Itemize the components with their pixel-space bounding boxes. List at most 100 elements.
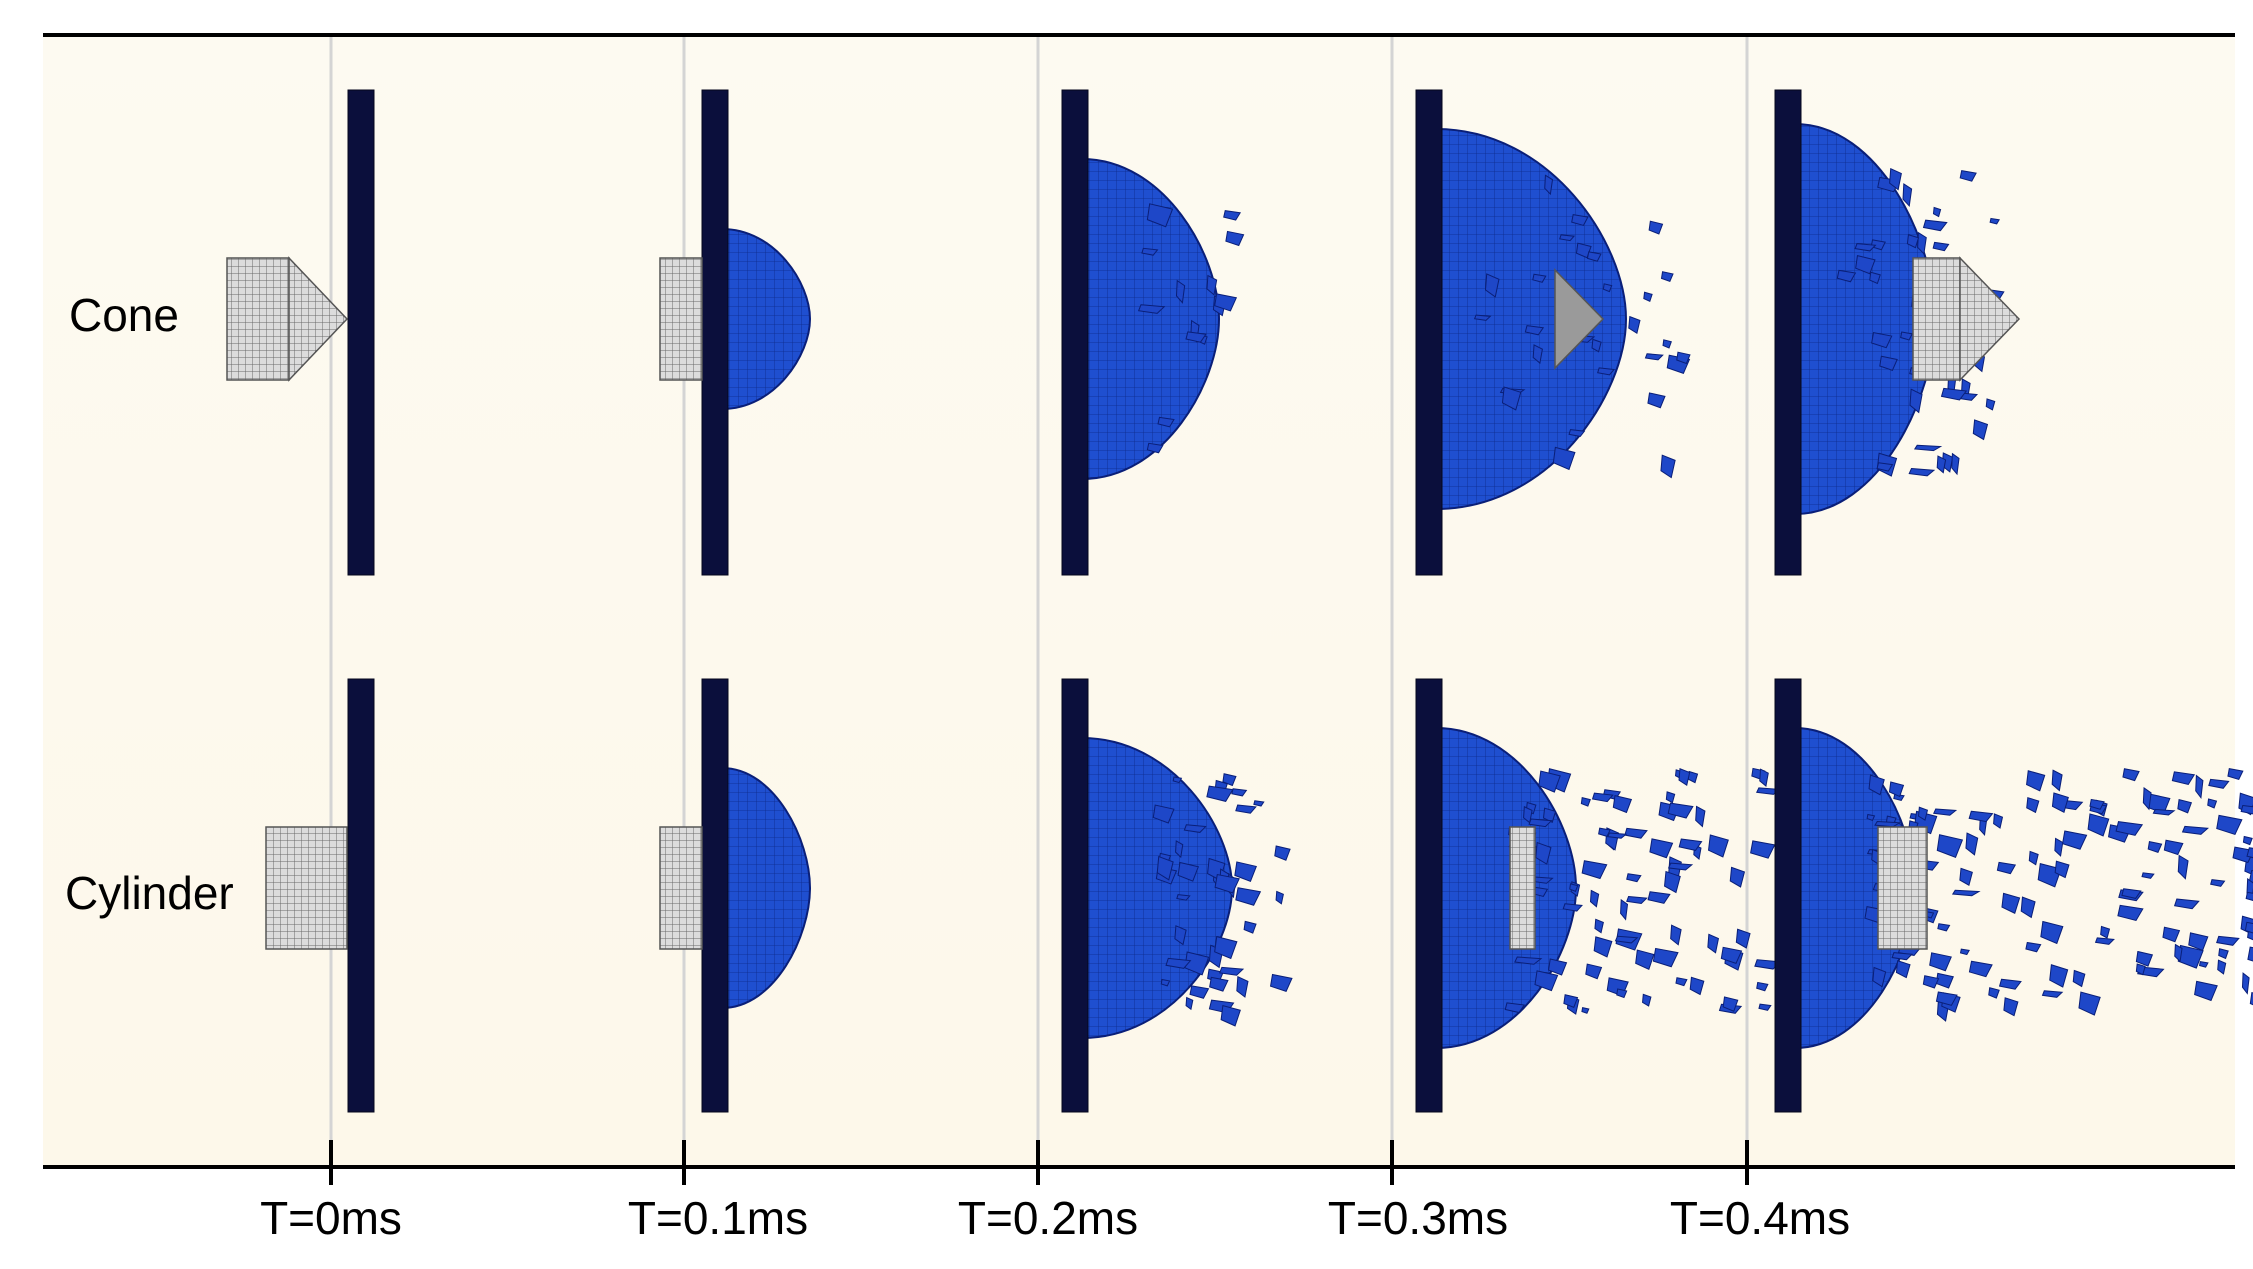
debris xyxy=(2025,941,2042,953)
debris xyxy=(2062,830,2088,850)
debris xyxy=(2173,898,2200,910)
debris xyxy=(1756,787,1782,795)
projectile-cone xyxy=(1554,268,1605,370)
debris xyxy=(1729,866,1746,888)
debris xyxy=(1575,242,1592,259)
debris xyxy=(1652,947,1679,968)
debris xyxy=(2188,932,2209,951)
debris xyxy=(1594,918,1604,934)
debris xyxy=(1932,241,1950,252)
projectile-body xyxy=(1877,826,1928,950)
row-label: Cone xyxy=(69,289,179,341)
debris xyxy=(1223,210,1242,221)
debris xyxy=(2135,963,2146,976)
debris xyxy=(1183,824,1207,833)
debris xyxy=(2240,804,2253,815)
debris xyxy=(2249,991,2253,1006)
debris xyxy=(2162,926,2181,943)
debris xyxy=(1214,873,1240,894)
debris xyxy=(1538,770,1561,793)
debris xyxy=(1235,804,1257,814)
debris xyxy=(1616,988,1628,999)
debris xyxy=(1707,834,1729,858)
deformed-material xyxy=(721,766,812,1010)
debris xyxy=(1581,1007,1590,1014)
debris xyxy=(2049,964,2069,988)
debris xyxy=(1607,832,1628,839)
debris xyxy=(1214,293,1238,312)
debris xyxy=(1146,203,1174,228)
debris xyxy=(2244,921,2253,934)
debris xyxy=(1552,446,1576,471)
debris xyxy=(1722,996,1739,1012)
debris xyxy=(2227,767,2244,781)
debris xyxy=(1665,791,1676,804)
debris xyxy=(1689,976,1705,996)
debris xyxy=(1993,813,2004,829)
debris xyxy=(1889,167,1902,191)
debris xyxy=(1176,894,1191,901)
debris xyxy=(1965,832,1979,856)
debris xyxy=(2040,920,2064,945)
debris xyxy=(1968,960,1993,978)
debris xyxy=(1855,255,1876,275)
debris xyxy=(2171,771,2196,786)
debris xyxy=(1759,768,1769,787)
debris xyxy=(1598,827,1611,837)
debris xyxy=(2121,888,2142,899)
debris xyxy=(1484,273,1500,298)
debris xyxy=(1593,936,1613,958)
debris xyxy=(2241,972,2250,995)
debris xyxy=(1756,981,1769,992)
debris xyxy=(1141,247,1159,256)
debris xyxy=(2208,778,2230,789)
debris xyxy=(2020,896,2036,919)
debris xyxy=(1532,344,1543,365)
debris xyxy=(1534,970,1559,992)
debris xyxy=(1175,840,1184,859)
debris xyxy=(2141,872,2155,879)
deformed-material xyxy=(1081,157,1221,481)
time-label: T=0.3ms xyxy=(1328,1192,1508,1244)
debris xyxy=(1932,206,1942,218)
debris xyxy=(1940,387,1968,401)
debris xyxy=(1222,773,1237,787)
debris xyxy=(1909,388,1923,414)
debris xyxy=(2135,950,2154,967)
debris xyxy=(1591,338,1602,353)
debris xyxy=(1996,861,2017,875)
debris xyxy=(1152,804,1175,824)
debris xyxy=(1913,444,1943,452)
debris xyxy=(2246,847,2253,858)
debris xyxy=(1667,862,1694,871)
projectile-cone xyxy=(288,256,349,382)
plate xyxy=(1774,678,1802,1113)
debris xyxy=(1563,994,1579,1008)
debris xyxy=(1626,873,1642,883)
debris xyxy=(1235,887,1262,906)
debris xyxy=(1206,785,1234,802)
debris xyxy=(1624,827,1648,839)
projectile-body xyxy=(265,826,348,950)
debris xyxy=(1876,462,1894,472)
debris xyxy=(1644,353,1664,361)
debris xyxy=(1156,855,1174,881)
debris xyxy=(1972,419,1989,441)
debris xyxy=(1225,230,1245,247)
debris xyxy=(1936,834,1964,858)
debris xyxy=(1585,963,1603,980)
projectile-body xyxy=(226,257,290,381)
debris xyxy=(1758,1003,1772,1011)
debris xyxy=(1597,367,1615,376)
debris xyxy=(1165,957,1192,969)
debris xyxy=(1959,948,1970,956)
debris xyxy=(1750,840,1776,859)
debris xyxy=(2087,813,2110,837)
debris xyxy=(1628,315,1641,335)
debris xyxy=(1586,251,1602,262)
debris xyxy=(2194,980,2218,1002)
debris xyxy=(1642,993,1652,1007)
debris xyxy=(1959,170,1977,182)
debris xyxy=(2001,892,2021,914)
